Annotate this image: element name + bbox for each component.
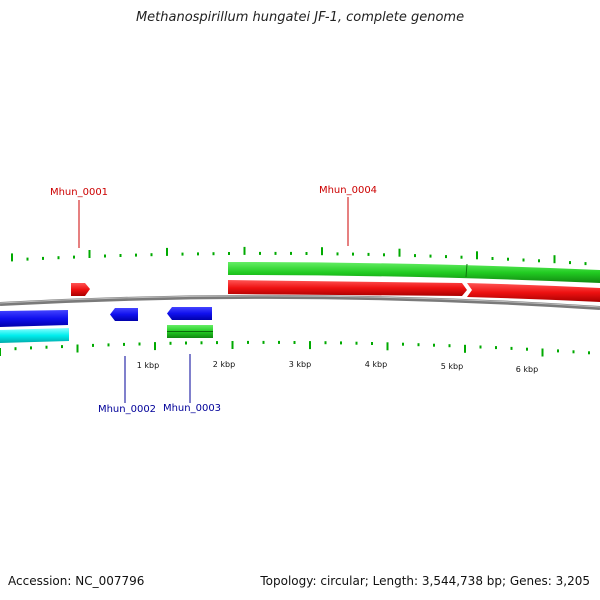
genome-backbone-highlight bbox=[0, 295, 600, 308]
feature-forward-gene[interactable] bbox=[467, 283, 600, 302]
scale-label-6kbp: 6 kbp bbox=[516, 365, 538, 374]
inner-tick-marks bbox=[0, 340, 590, 357]
feature-mhun-0002-gene[interactable] bbox=[110, 308, 138, 321]
scale-label-5kbp: 5 kbp bbox=[441, 362, 463, 371]
feature-divider bbox=[465, 263, 468, 278]
scale-label-3kbp: 3 kbp bbox=[289, 360, 311, 369]
outer-tick-marks bbox=[11, 246, 587, 266]
feature-mhun-0004-gene[interactable] bbox=[228, 280, 467, 296]
accession-text: Accession: NC_007796 bbox=[8, 574, 145, 588]
gene-label-mhun-0002[interactable]: Mhun_0002 bbox=[98, 404, 156, 415]
scale-label-4kbp: 4 kbp bbox=[365, 360, 387, 369]
feature-mhun-0003-gene[interactable] bbox=[167, 307, 212, 320]
genome-backbone bbox=[0, 294, 600, 310]
feature-reverse-gene[interactable] bbox=[0, 310, 68, 327]
feature-reverse-cds-cyan[interactable] bbox=[0, 328, 69, 343]
scale-label-2kbp: 2 kbp bbox=[213, 360, 235, 369]
gene-label-mhun-0003[interactable]: Mhun_0003 bbox=[163, 403, 221, 414]
map-title: Methanospirillum hungatei JF-1, complete… bbox=[135, 10, 465, 25]
topology-text: Topology: circular; Length: 3,544,738 bp… bbox=[260, 574, 590, 588]
gene-label-mhun-0004[interactable]: Mhun_0004 bbox=[319, 185, 377, 196]
scale-label-1kbp: 1 kbp bbox=[137, 361, 159, 370]
feature-forward-cds[interactable] bbox=[228, 262, 600, 283]
gene-label-mhun-0001[interactable]: Mhun_0001 bbox=[50, 187, 108, 198]
feature-mhun-0001-gene[interactable] bbox=[71, 283, 90, 296]
